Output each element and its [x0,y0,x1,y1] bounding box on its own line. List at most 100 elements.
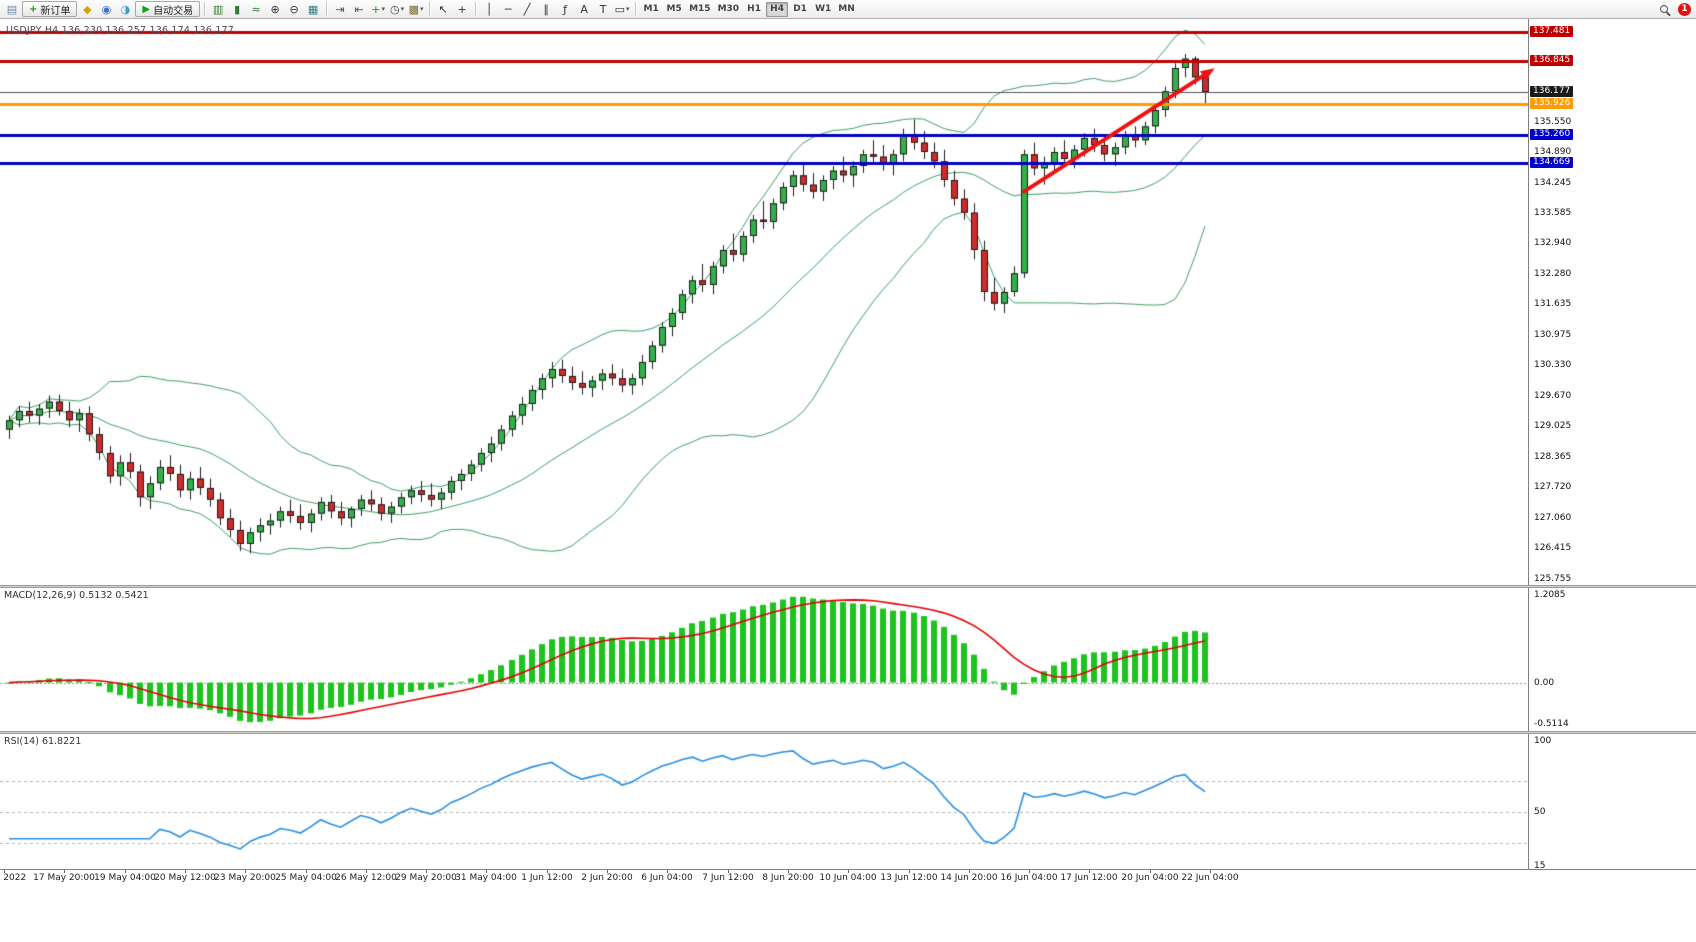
caret-down-icon: ▾ [381,4,385,13]
text-label-icon[interactable]: T [594,1,612,17]
chart-shift-icon[interactable]: ⇤ [350,1,368,17]
price-scale-label: 127.720 [1534,482,1572,492]
price-tag: 135.926 [1530,98,1574,109]
metaeditor-icon-glyph-icon: ◆ [83,2,92,16]
zoom-out-icon[interactable]: ⊖ [285,1,303,17]
metaeditor-icon[interactable]: ◆ [78,1,96,17]
toolbar-separator [475,2,477,16]
periods-icon[interactable]: ◷ ▾ [388,1,406,17]
toolbar: ▤ + 新订单 ◆ ◉ ◑ ▶ 自动交易 ▥ ▮ ≈ ⊕ ⊖ ▦ ⇥ ⇤ + ▾ ◷ ▾ ▩ ▾ ↖ + │ ─ ╱ ∥ ƒ A T ▭ ▾ M1… [0,0,1696,19]
price-scale[interactable]: 135.550 134.890 134.245 133.585 132.940 132.2… [1528,19,1696,585]
zoom-in-icon-glyph-icon: ⊕ [270,2,280,16]
macd-scale[interactable]: 1.2085 0.00 -0.5114 [1528,588,1696,731]
price-tag: 136.845 [1530,55,1574,66]
macd-canvas[interactable] [0,588,1528,731]
bar-chart-icon[interactable]: ▥ [209,1,227,17]
time-axis-label: 16 Jun 04:00 [1000,873,1058,883]
time-axis-label: May 2022 [0,873,27,883]
macd-label: MACD(12,26,9) 0.5132 0.5421 [4,590,149,601]
price-scale-label: 126.415 [1534,543,1572,553]
time-axis-tick [486,870,487,873]
toolbar-separator [429,2,431,16]
time-axis-tick [306,870,307,873]
tf-m15[interactable]: M15 [689,4,711,14]
autotrading-glyph-icon: ▶ [142,3,151,15]
autotrading-button[interactable]: ▶ 自动交易 [135,1,201,17]
chart-window-icon[interactable]: ▤ [3,1,21,17]
main-chart-panel: USDJPY,H4 136.230 136.257 136.174 136.17… [0,19,1696,585]
rsi-scale-label: 100 [1534,736,1552,746]
new-order-glyph-icon: + [29,3,38,15]
rsi-label: RSI(14) 61.8221 [4,736,82,747]
text-icon[interactable]: A [575,1,593,17]
time-axis-tick [426,870,427,873]
horizontal-line-icon[interactable]: ─ [499,1,517,17]
indicators-icon[interactable]: + ▾ [369,1,387,17]
time-axis-tick [64,870,65,873]
panel-separator[interactable] [0,731,1696,734]
time-axis-label: 8 Jun 20:00 [762,873,814,883]
toolbar-separator [204,2,206,16]
data-window-icon-glyph-icon: ◑ [120,2,131,16]
rsi-scale[interactable]: 100 50 15 [1528,734,1696,871]
indicators-icon-glyph-icon: + [371,2,381,16]
panel-separator[interactable] [0,585,1696,588]
search-button[interactable] [1655,1,1673,17]
candlestick-chart-icon[interactable]: ▮ [228,1,246,17]
rsi-canvas[interactable] [0,734,1528,869]
vertical-line-icon-glyph-icon: │ [485,2,493,16]
tile-windows-icon[interactable]: ▦ [304,1,322,17]
vertical-line-icon[interactable]: │ [480,1,498,17]
time-axis-label: 10 Jun 04:00 [819,873,877,883]
time-axis-label: 20 May 12:00 [154,873,216,883]
macd-scale-label: -0.5114 [1534,719,1569,729]
new-order-button[interactable]: + 新订单 [22,1,78,17]
time-axis-label: 26 May 12:00 [335,873,397,883]
tf-d1[interactable]: D1 [793,4,807,14]
shapes-icon[interactable]: ▭ ▾ [613,1,631,17]
time-axis-tick [245,870,246,873]
tf-m30[interactable]: M30 [717,4,740,14]
price-scale-label: 131.635 [1534,299,1572,309]
time-axis-tick [667,870,668,873]
tf-m5[interactable]: M5 [666,4,682,14]
data-window-icon[interactable]: ◑ [116,1,134,17]
market-watch-icon[interactable]: ◉ [97,1,115,17]
time-axis-label: 29 May 20:00 [395,873,457,883]
price-scale-label: 134.245 [1534,178,1572,188]
bar-chart-icon-glyph-icon: ▥ [212,2,224,16]
tf-w1[interactable]: W1 [815,4,832,14]
tf-h4[interactable]: H4 [766,1,789,17]
templates-icon[interactable]: ▩ ▾ [407,1,425,17]
time-axis-label: 14 Jun 20:00 [940,873,998,883]
price-scale-label: 132.280 [1534,269,1572,279]
time-axis-tick [1089,870,1090,873]
notification-badge[interactable]: 1 [1678,2,1691,16]
tf-mn[interactable]: MN [838,4,855,14]
cursor-icon[interactable]: ↖ [434,1,452,17]
chart-shift-icon-glyph-icon: ⇤ [354,2,364,16]
channel-icon[interactable]: ∥ [537,1,555,17]
tf-m1[interactable]: M1 [643,4,659,14]
fibonacci-icon[interactable]: ƒ [556,1,574,17]
text-icon-glyph-icon: A [580,2,588,16]
zoom-in-icon[interactable]: ⊕ [266,1,284,17]
time-axis-label: 19 May 04:00 [94,873,156,883]
auto-scroll-icon[interactable]: ⇥ [331,1,349,17]
crosshair-icon[interactable]: + [453,1,471,17]
window-background [0,885,1696,942]
price-scale-label: 127.060 [1534,513,1572,523]
price-tag: 136.177 [1530,86,1574,97]
toolbar-separator [326,2,328,16]
trendline-icon[interactable]: ╱ [518,1,536,17]
line-chart-icon[interactable]: ≈ [247,1,265,17]
time-axis-label: 6 Jun 04:00 [641,873,693,883]
time-axis-label: 25 May 04:00 [275,873,337,883]
text-label-icon-glyph-icon: T [599,2,607,16]
main-chart-canvas[interactable] [0,19,1528,585]
rsi-scale-label: 15 [1534,861,1546,871]
time-axis-label: 23 May 20:00 [214,873,276,883]
tf-h1[interactable]: H1 [747,4,761,14]
